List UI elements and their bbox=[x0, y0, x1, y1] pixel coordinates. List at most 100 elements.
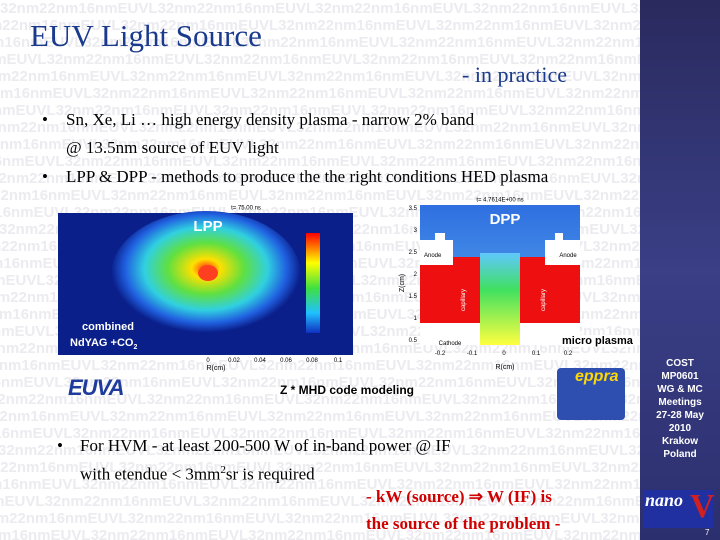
micro-plasma-label: micro plasma bbox=[562, 335, 633, 347]
pattern-text: 32nm22nm16nmEUVL bbox=[267, 408, 425, 425]
pattern-text: 32nm22nm16nmEUVL bbox=[601, 289, 640, 306]
pattern-text: 32nm22nm16nmEUVL bbox=[0, 68, 130, 85]
pattern-text: 32nm22nm16nmEUVL bbox=[554, 476, 640, 493]
pattern-text: 32nm22nm16nmEUVL bbox=[221, 374, 379, 391]
bullet-text: Sn, Xe, Li … high energy density plasma … bbox=[66, 110, 475, 129]
pattern-text: 32nm22nm16nmEUVL bbox=[304, 391, 462, 408]
pattern-text: 32nm22nm16nmEUVL bbox=[620, 170, 640, 187]
pattern-row: 32nm22nm16nmEUVL32nm22nm16nmEUVL32nm22nm… bbox=[0, 459, 640, 476]
lpp-label: LPP bbox=[193, 218, 222, 235]
pattern-text: 32nm22nm16nmEUVL bbox=[398, 34, 557, 51]
pattern-text: 32nm22nm16nmEUVL bbox=[415, 357, 574, 374]
pattern-text: 32nm22nm16nmEUVL bbox=[155, 442, 314, 459]
pattern-text: 32nm22nm16nmEUVL bbox=[296, 119, 454, 136]
pattern-text: 32nm22nm16nmEUVL bbox=[565, 85, 640, 102]
pattern-text: 32nm22nm16nmEUVL bbox=[528, 102, 640, 119]
pattern-text: 32nm22nm16nmEUVL bbox=[305, 170, 463, 187]
plasma-column bbox=[480, 253, 520, 345]
pattern-text: 32nm22nm16nmEUVL bbox=[0, 323, 55, 340]
dpp-label: DPP bbox=[490, 211, 521, 228]
page-number: 7 bbox=[705, 528, 710, 537]
pattern-text: 32nm22nm16nmEUVL bbox=[0, 17, 121, 34]
pattern-text: 32nm22nm16nmEUVL bbox=[0, 476, 82, 493]
pattern-text: 32nm22nm16nmEUVL bbox=[146, 391, 305, 408]
x-tick-label: 0.2 bbox=[564, 351, 573, 357]
pattern-text: 32nm22nm16nmEUVL bbox=[470, 442, 629, 459]
sidebar-line: WG & MC bbox=[657, 384, 703, 395]
pattern-text: 32nm22nm16nmEUVL bbox=[424, 408, 583, 425]
nano-logo: nano bbox=[645, 490, 684, 510]
pattern-text: 32nm22nm16nmEUVL bbox=[462, 170, 621, 187]
pattern-text: 32nm22nm16nmEUVL bbox=[204, 51, 362, 68]
pattern-text: 32nm22nm16nmEUVL bbox=[0, 153, 65, 170]
pattern-text: 32nm22nm16nmEUVL bbox=[241, 34, 399, 51]
pattern-text: 32nm22nm16nmEUVL bbox=[213, 102, 371, 119]
sidebar-line: Meetings bbox=[658, 397, 702, 408]
pattern-text: 32nm22nm16nmEUVL bbox=[129, 68, 288, 85]
bullet-text: For HVM - at least 200-500 W of in-band … bbox=[80, 436, 451, 455]
pattern-text: 32nm22nm16nmEUVL bbox=[396, 476, 555, 493]
pattern-text: 32nm22nm16nmEUVL bbox=[157, 0, 316, 17]
pattern-text: 32nm22nm16nmEUVL bbox=[92, 85, 251, 102]
pattern-text: 32nm22nm16nmEUVL bbox=[629, 221, 640, 238]
euva-logo: EUVA bbox=[68, 375, 124, 400]
pattern-text: 32nm22nm16nmEUVL bbox=[0, 102, 56, 119]
lpp-image: t= 75.00 ns LPP combined NdYAG +CO2 0 0.0… bbox=[58, 206, 353, 372]
pattern-text: 32nm22nm16nmEUVL bbox=[0, 204, 74, 221]
x-tick-label: 0 bbox=[502, 351, 506, 357]
bullet: • bbox=[42, 167, 48, 186]
conclusion: the source of the problem - bbox=[366, 514, 561, 533]
pattern-row: 32nm22nm16nmEUVL32nm22nm16nmEUVL32nm22nm… bbox=[0, 476, 640, 493]
eppra-logo: eppra bbox=[575, 368, 619, 385]
pattern-row: 32nm22nm16nmEUVL32nm22nm16nmEUVL32nm22nm… bbox=[0, 170, 640, 187]
pattern-text: 32nm22nm16nmEUVL bbox=[379, 153, 538, 170]
pattern-text: 32nm22nm16nmEUVL bbox=[433, 459, 592, 476]
pattern-text: 32nm22nm16nmEUVL bbox=[250, 85, 408, 102]
x-tick-label: 0.02 bbox=[228, 358, 240, 364]
pattern-text: 32nm22nm16nmEUVL bbox=[0, 442, 156, 459]
pattern-text: 32nm22nm16nmEUVL bbox=[545, 425, 640, 442]
y-tick-label: 2 bbox=[414, 272, 418, 278]
time: t= 4.7614E+00 ns bbox=[476, 198, 523, 204]
pattern-text: 32nm22nm16nmEUVL bbox=[276, 459, 434, 476]
pattern-text: 32nm22nm16nmEUVL bbox=[0, 51, 47, 68]
pattern-text: 32nm22nm16nmEUVL bbox=[0, 408, 110, 425]
plasma-core bbox=[198, 265, 218, 281]
bullet-text: LPP & DPP - methods to produce the the r… bbox=[66, 167, 549, 186]
pattern-text: 32nm22nm16nmEUVL bbox=[258, 357, 416, 374]
pattern-text: 32nm22nm16nmEUVL bbox=[425, 187, 584, 204]
anode-label: Anode bbox=[559, 253, 577, 259]
pattern-text: 32nm22nm16nmEUVL bbox=[0, 527, 91, 540]
y-tick-label: 2.5 bbox=[409, 250, 418, 256]
pattern-text: 32nm22nm16nmEUVL bbox=[287, 68, 445, 85]
x-tick-label: 0 bbox=[206, 358, 210, 364]
pattern-text: 32nm22nm16nmEUVL bbox=[564, 306, 640, 323]
bullet-text: with etendue < 3mm2sr is required bbox=[80, 464, 315, 485]
pattern-text: 32nm22nm16nmEUVL bbox=[46, 51, 205, 68]
pattern-text: 32nm22nm16nmEUVL bbox=[90, 527, 249, 540]
pattern-text: 32nm22nm16nmEUVL bbox=[600, 510, 640, 527]
pattern-text: 32nm22nm16nmEUVL bbox=[313, 442, 471, 459]
nano-logo-bg bbox=[643, 490, 713, 528]
pattern-row: 32nm22nm16nmEUVL32nm22nm16nmEUVL32nm22nm… bbox=[0, 119, 640, 136]
x-label: R(cm) bbox=[495, 364, 514, 371]
pattern-text: 32nm22nm16nmEUVL bbox=[407, 85, 566, 102]
title: EUV Light Source bbox=[30, 18, 262, 53]
pattern-text: 32nm22nm16nmEUVL bbox=[378, 374, 537, 391]
pattern-text: 32nm22nm16nmEUVL bbox=[519, 51, 640, 68]
caption: Z * MHD code modeling bbox=[280, 383, 415, 397]
capillary-label: capillary bbox=[461, 289, 467, 311]
pattern-row: 32nm22nm16nmEUVL32nm22nm16nmEUVL32nm22nm… bbox=[0, 85, 640, 102]
pattern-text: 32nm22nm16nmEUVL bbox=[592, 238, 640, 255]
pattern-text: 32nm22nm16nmEUVL bbox=[0, 170, 148, 187]
dpp-image: t= 4.7614E+00 ns DPP Anode Anode Cathode… bbox=[399, 198, 580, 371]
superscript: 2 bbox=[220, 464, 226, 476]
pattern-text: 32nm22nm16nmEUVL bbox=[0, 425, 73, 442]
pattern-text: 32nm22nm16nmEUVL bbox=[83, 34, 242, 51]
sidebar-line: Krakow bbox=[661, 436, 699, 447]
pattern-text: 32nm22nm16nmEUVL bbox=[0, 391, 147, 408]
capillary-label: capillary bbox=[541, 289, 547, 311]
pattern-text: 32nm22nm16nmEUVL bbox=[472, 0, 631, 17]
note: combined bbox=[82, 321, 134, 333]
pattern-text: 32nm22nm16nmEUVL bbox=[563, 527, 640, 540]
